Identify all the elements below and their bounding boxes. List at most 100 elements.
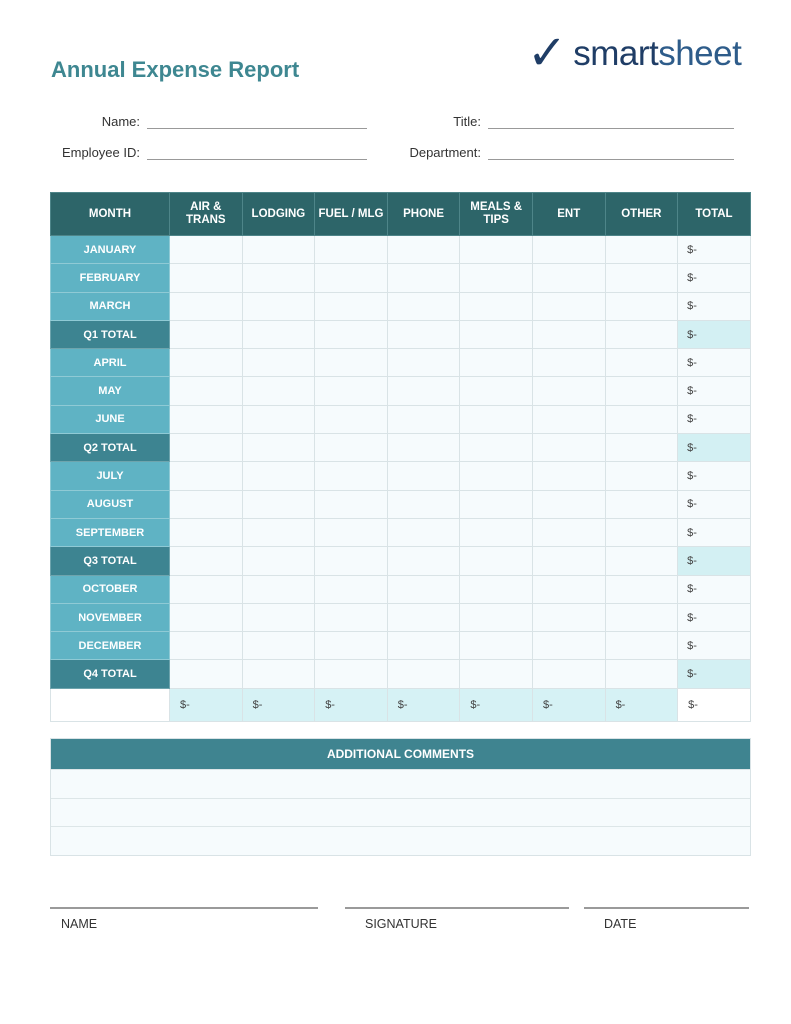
- expense-cell[interactable]: [459, 404, 533, 435]
- expense-cell[interactable]: [531, 291, 606, 321]
- expense-cell[interactable]: [531, 602, 606, 633]
- expense-cell[interactable]: [386, 517, 461, 548]
- expense-cell[interactable]: [604, 404, 679, 435]
- expense-cell[interactable]: [169, 376, 243, 406]
- expense-cell[interactable]: [459, 263, 533, 293]
- expense-cell[interactable]: [604, 234, 679, 265]
- expense-cell[interactable]: [531, 574, 606, 604]
- department-input-line[interactable]: [488, 159, 734, 160]
- expense-cell[interactable]: [604, 461, 679, 491]
- expense-cell[interactable]: [459, 291, 533, 321]
- comment-line[interactable]: [51, 797, 750, 827]
- expense-cell[interactable]: [169, 489, 243, 519]
- expense-cell[interactable]: [604, 263, 679, 293]
- expense-cell[interactable]: [241, 376, 316, 406]
- expense-cell[interactable]: [459, 631, 533, 661]
- comment-line[interactable]: [51, 769, 750, 798]
- employee-id-input-line[interactable]: [147, 159, 367, 160]
- date-line[interactable]: DATE: [584, 907, 749, 931]
- expense-cell[interactable]: [386, 404, 461, 435]
- expense-cell[interactable]: [386, 461, 461, 491]
- expense-cell[interactable]: [604, 489, 679, 519]
- page-title: Annual Expense Report: [51, 57, 300, 82]
- expense-cell[interactable]: [314, 234, 388, 265]
- expense-cell[interactable]: [531, 517, 606, 548]
- expense-cell[interactable]: [459, 574, 533, 604]
- expense-cell[interactable]: [531, 404, 606, 435]
- expense-cell[interactable]: [386, 348, 461, 378]
- expense-cell: [386, 659, 461, 689]
- expense-cell[interactable]: [604, 517, 679, 548]
- expense-cell[interactable]: [531, 631, 606, 661]
- column-header: ENT: [531, 192, 606, 236]
- expense-cell[interactable]: [604, 602, 679, 633]
- title-input-line[interactable]: [488, 128, 734, 129]
- expense-cell[interactable]: [459, 461, 533, 491]
- expense-cell[interactable]: [459, 376, 533, 406]
- expense-cell[interactable]: [314, 602, 388, 633]
- expense-cell[interactable]: [169, 291, 243, 321]
- expense-cell[interactable]: [241, 263, 316, 293]
- expense-cell[interactable]: [386, 602, 461, 633]
- expense-cell[interactable]: [169, 574, 243, 604]
- expense-cell[interactable]: [169, 631, 243, 661]
- expense-cell[interactable]: [314, 404, 388, 435]
- expense-cell[interactable]: [314, 517, 388, 548]
- expense-cell[interactable]: [169, 348, 243, 378]
- expense-cell[interactable]: [531, 489, 606, 519]
- name-input-line[interactable]: [147, 128, 367, 129]
- expense-cell[interactable]: [604, 376, 679, 406]
- expense-cell[interactable]: [241, 348, 316, 378]
- expense-cell[interactable]: [241, 631, 316, 661]
- expense-cell[interactable]: [459, 517, 533, 548]
- expense-cell[interactable]: [241, 234, 316, 265]
- expense-cell[interactable]: [314, 348, 388, 378]
- expense-cell[interactable]: [604, 574, 679, 604]
- expense-cell[interactable]: [241, 291, 316, 321]
- expense-cell[interactable]: [241, 517, 316, 548]
- expense-cell[interactable]: [314, 376, 388, 406]
- expense-cell[interactable]: [314, 263, 388, 293]
- expense-cell[interactable]: [459, 348, 533, 378]
- expense-cell[interactable]: [314, 461, 388, 491]
- expense-cell[interactable]: [169, 234, 243, 265]
- expense-cell[interactable]: [169, 517, 243, 548]
- expense-cell[interactable]: [314, 631, 388, 661]
- expense-cell[interactable]: [604, 291, 679, 321]
- expense-cell[interactable]: [531, 376, 606, 406]
- comment-line[interactable]: [51, 826, 750, 856]
- expense-cell[interactable]: [386, 234, 461, 265]
- expense-cell[interactable]: [386, 263, 461, 293]
- expense-cell[interactable]: [314, 489, 388, 519]
- table-row: NOVEMBER $-: [50, 602, 751, 633]
- expense-cell[interactable]: [314, 574, 388, 604]
- expense-cell[interactable]: [531, 234, 606, 265]
- expense-cell[interactable]: [459, 489, 533, 519]
- expense-cell[interactable]: [531, 348, 606, 378]
- name-signature-line[interactable]: NAME: [50, 907, 318, 931]
- expense-cell: [241, 659, 316, 689]
- expense-cell[interactable]: [459, 234, 533, 265]
- expense-cell[interactable]: [386, 574, 461, 604]
- expense-cell[interactable]: [531, 461, 606, 491]
- expense-cell[interactable]: [314, 291, 388, 321]
- signature-line[interactable]: SIGNATURE: [345, 907, 569, 931]
- expense-cell[interactable]: [604, 631, 679, 661]
- expense-cell[interactable]: [386, 489, 461, 519]
- expense-cell[interactable]: [241, 461, 316, 491]
- expense-cell[interactable]: [241, 602, 316, 633]
- expense-cell[interactable]: [241, 404, 316, 435]
- expense-cell[interactable]: [459, 602, 533, 633]
- expense-cell[interactable]: [241, 574, 316, 604]
- expense-cell[interactable]: [531, 263, 606, 293]
- expense-cell[interactable]: [241, 489, 316, 519]
- expense-cell[interactable]: [169, 461, 243, 491]
- expense-cell[interactable]: [169, 404, 243, 435]
- expense-cell[interactable]: [169, 263, 243, 293]
- column-header: FUEL / MLG: [314, 192, 388, 236]
- expense-cell[interactable]: [169, 602, 243, 633]
- expense-cell[interactable]: [604, 348, 679, 378]
- expense-cell[interactable]: [386, 291, 461, 321]
- expense-cell[interactable]: [386, 631, 461, 661]
- expense-cell[interactable]: [386, 376, 461, 406]
